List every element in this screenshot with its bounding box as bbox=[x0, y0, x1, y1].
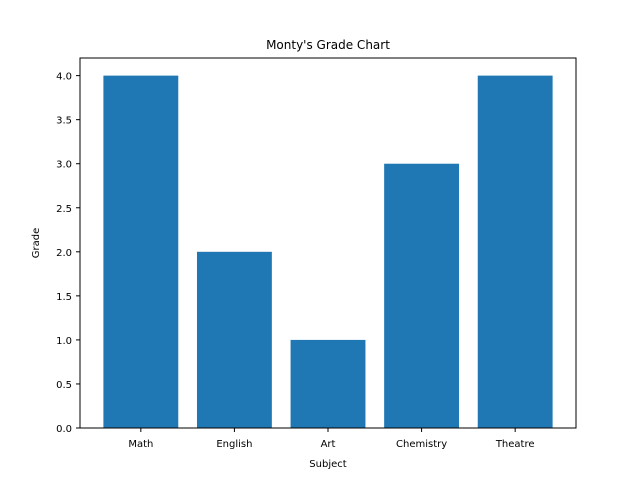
bar-theatre bbox=[477, 75, 553, 429]
plot-frame bbox=[79, 57, 577, 429]
y-tick-label: 3.5 bbox=[56, 116, 72, 127]
y-axis-ticks: 0.0 0.5 1.0 1.5 2.0 2.5 3.0 3.5 4.0 bbox=[56, 72, 80, 435]
y-tick-label: 4.0 bbox=[56, 72, 72, 83]
x-tick-label: Art bbox=[321, 439, 336, 450]
x-tick-label: Theatre bbox=[495, 439, 535, 450]
y-tick-label: 3.0 bbox=[56, 160, 72, 171]
x-tick-label: Math bbox=[128, 439, 153, 450]
x-axis-ticks: Math English Art Chemistry Theatre bbox=[128, 428, 535, 450]
chart-title: Monty's Grade Chart bbox=[266, 38, 390, 52]
x-tick-label: Chemistry bbox=[396, 439, 447, 450]
bar-chemistry bbox=[384, 163, 460, 428]
y-tick-label: 2.0 bbox=[56, 248, 72, 259]
y-tick-label: 0.5 bbox=[56, 380, 72, 391]
y-tick-label: 0.0 bbox=[56, 424, 72, 435]
y-tick-label: 2.5 bbox=[56, 204, 72, 215]
x-tick-label: English bbox=[216, 439, 252, 450]
bar-english bbox=[196, 251, 272, 428]
bar-art bbox=[290, 339, 366, 428]
y-tick-label: 1.5 bbox=[56, 292, 72, 303]
bar-math bbox=[103, 75, 179, 429]
bars-group bbox=[103, 75, 553, 429]
y-axis-label: Grade bbox=[31, 228, 42, 259]
y-tick-label: 1.0 bbox=[56, 336, 72, 347]
x-axis-label: Subject bbox=[309, 459, 346, 470]
